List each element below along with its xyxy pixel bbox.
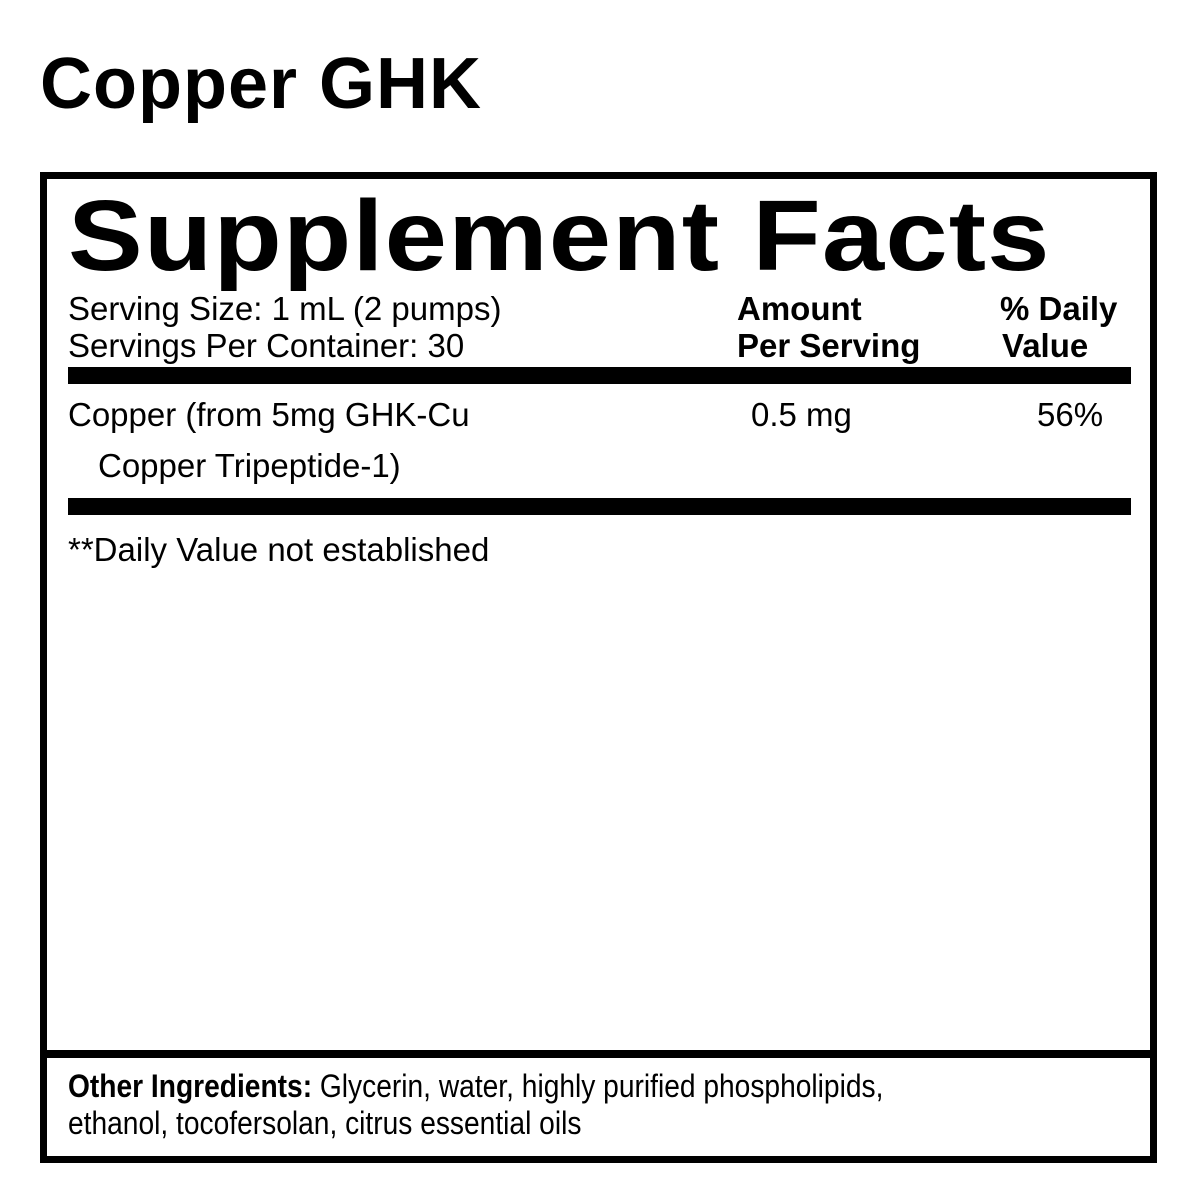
- nutrient-amount: 0.5 mg: [751, 396, 852, 433]
- serving-size: Serving Size: 1 mL (2 pumps): [68, 290, 502, 327]
- header-dv-line2: Value: [1002, 327, 1089, 364]
- nutrient-dv: 56%: [1037, 396, 1104, 433]
- other-ingredients-divider: [47, 1050, 1150, 1058]
- thick-divider-top: [68, 367, 1131, 384]
- nutrient-name: Copper (from 5mg GHK-Cu: [68, 396, 470, 433]
- other-ingredients: Other Ingredients: Glycerin, water, high…: [68, 1068, 883, 1142]
- nutrient-name-cont: Copper Tripeptide-1): [98, 447, 401, 484]
- other-ingredients-label: Other Ingredients:: [68, 1068, 313, 1104]
- supplement-facts-panel: [40, 172, 1157, 1163]
- panel-title: Supplement Facts: [68, 180, 1051, 292]
- footnote: **Daily Value not established: [68, 531, 490, 568]
- other-ingredients-line2: ethanol, tocofersolan, citrus essential …: [68, 1105, 582, 1141]
- other-ingredients-line1: Glycerin, water, highly purified phospho…: [312, 1068, 884, 1104]
- product-name: Copper GHK: [40, 44, 482, 124]
- header-amount-line2: Per Serving: [737, 327, 921, 364]
- thick-divider-bottom: [68, 498, 1131, 515]
- header-amount-line1: Amount: [737, 290, 862, 327]
- servings-per-container: Servings Per Container: 30: [68, 327, 465, 364]
- header-dv-line1: % Daily: [1000, 290, 1118, 327]
